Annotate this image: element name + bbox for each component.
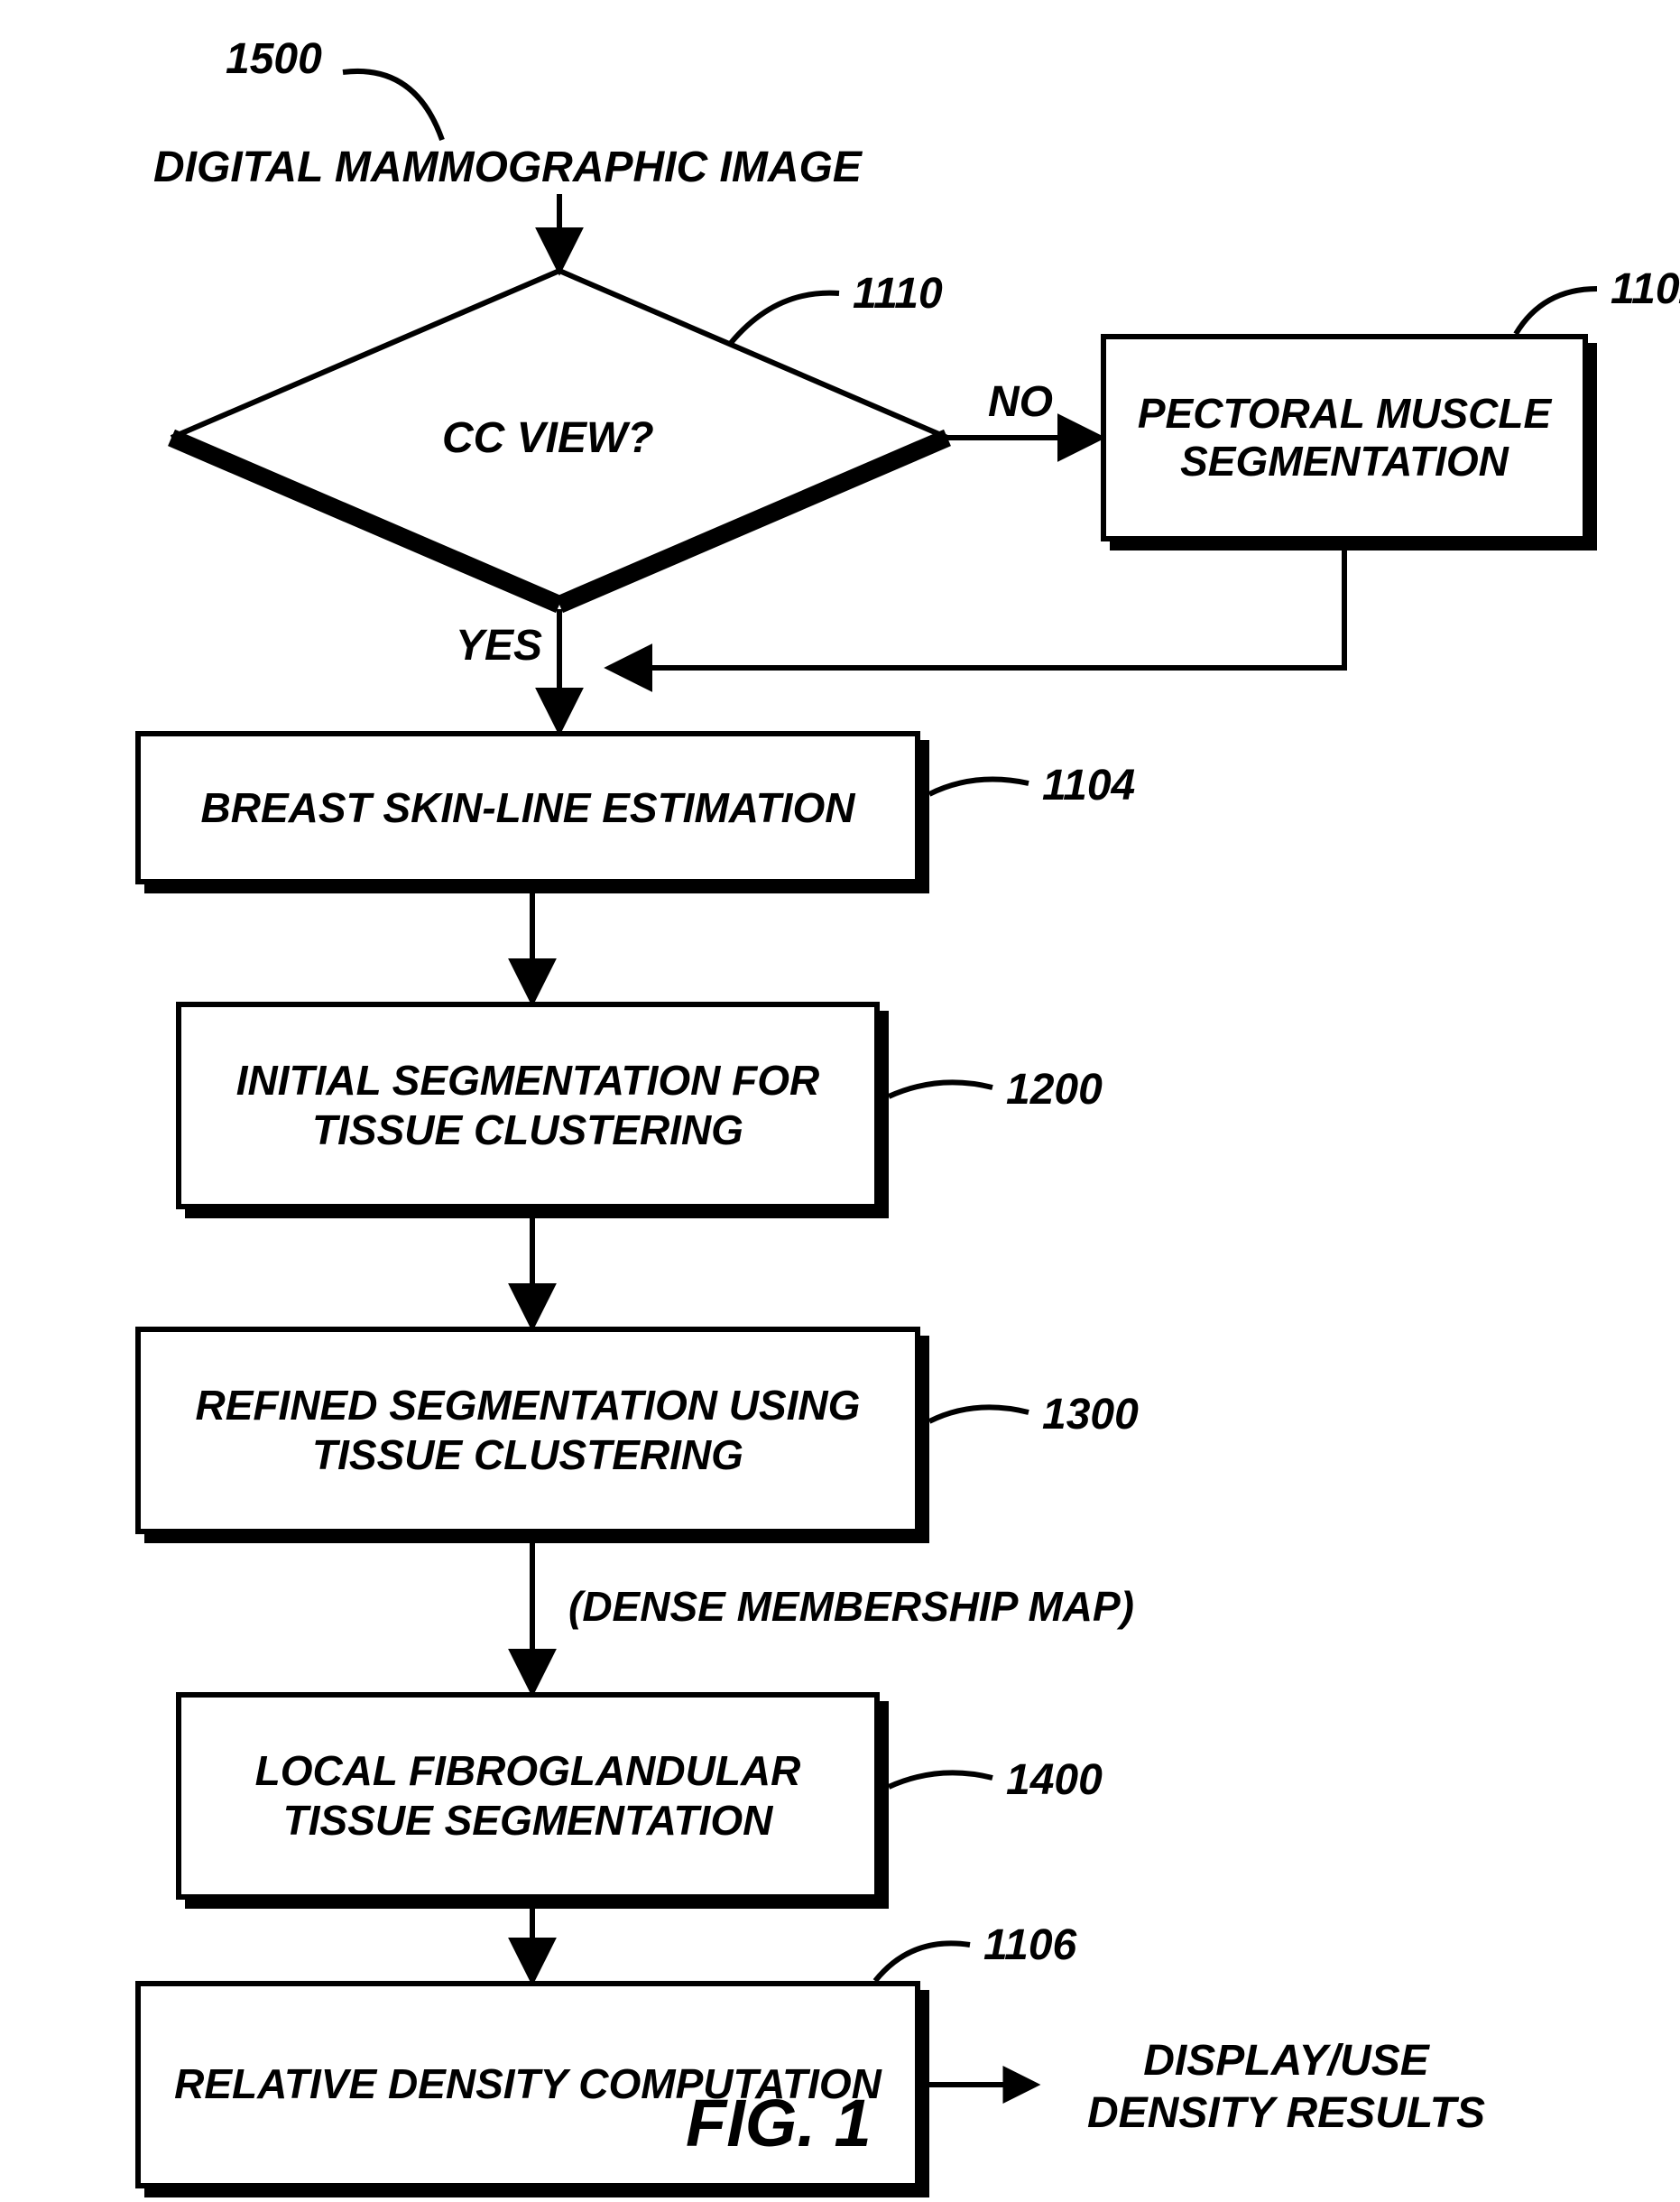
- edge-label-no: NO: [988, 379, 1053, 427]
- box-skinline-text: BREAST SKIN-LINE ESTIMATION: [201, 783, 855, 832]
- input-title: DIGITAL MAMMOGRAPHIC IMAGE: [153, 144, 862, 192]
- box-local-fib: LOCAL FIBROGLANDULAR TISSUE SEGMENTATION: [176, 1692, 880, 1900]
- ref-label-1300: 1300: [1042, 1392, 1139, 1439]
- ref-label-1500: 1500: [226, 36, 322, 84]
- ref-label-1200: 1200: [1006, 1067, 1103, 1115]
- ref-label-1110: 1110: [853, 271, 943, 319]
- box-initial-seg: INITIAL SEGMENTATION FOR TISSUE CLUSTERI…: [176, 1002, 880, 1209]
- box-refined-seg-text: REFINED SEGMENTATION USING TISSUE CLUSTE…: [141, 1381, 915, 1480]
- leader-1106: [875, 1943, 970, 1981]
- box-initial-seg-text: INITIAL SEGMENTATION FOR TISSUE CLUSTERI…: [181, 1056, 874, 1155]
- box-pectoral: PECTORAL MUSCLE SEGMENTATION: [1101, 334, 1588, 541]
- box-skinline: BREAST SKIN-LINE ESTIMATION: [135, 731, 920, 884]
- arrow-pectoral-return: [614, 550, 1344, 668]
- leader-1110: [731, 293, 839, 343]
- leader-1200: [889, 1082, 992, 1096]
- output-text: DISPLAY/USE DENSITY RESULTS: [1087, 2035, 1485, 2139]
- leader-1500: [343, 71, 442, 140]
- diagram-canvas: 1500 DIGITAL MAMMOGRAPHIC IMAGE CC VIEW?…: [0, 0, 1680, 2202]
- edge-label-yes: YES: [456, 623, 542, 671]
- leader-1400: [889, 1772, 992, 1787]
- leader-1104: [929, 780, 1029, 794]
- leader-1102: [1516, 289, 1597, 334]
- ref-label-1400: 1400: [1006, 1757, 1103, 1805]
- ref-label-1104: 1104: [1042, 763, 1135, 810]
- box-refined-seg: REFINED SEGMENTATION USING TISSUE CLUSTE…: [135, 1327, 920, 1534]
- ref-label-1106: 1106: [983, 1922, 1076, 1970]
- leader-1300: [929, 1407, 1029, 1421]
- decision-text: CC VIEW?: [442, 415, 654, 463]
- box-pectoral-text: PECTORAL MUSCLE SEGMENTATION: [1106, 390, 1583, 486]
- annotation-dense-map: (DENSE MEMBERSHIP MAP): [568, 1584, 1134, 1630]
- ref-label-1102: 1102: [1611, 266, 1680, 314]
- figure-title: FIG. 1: [686, 2085, 872, 2161]
- box-local-fib-text: LOCAL FIBROGLANDULAR TISSUE SEGMENTATION: [181, 1746, 874, 1846]
